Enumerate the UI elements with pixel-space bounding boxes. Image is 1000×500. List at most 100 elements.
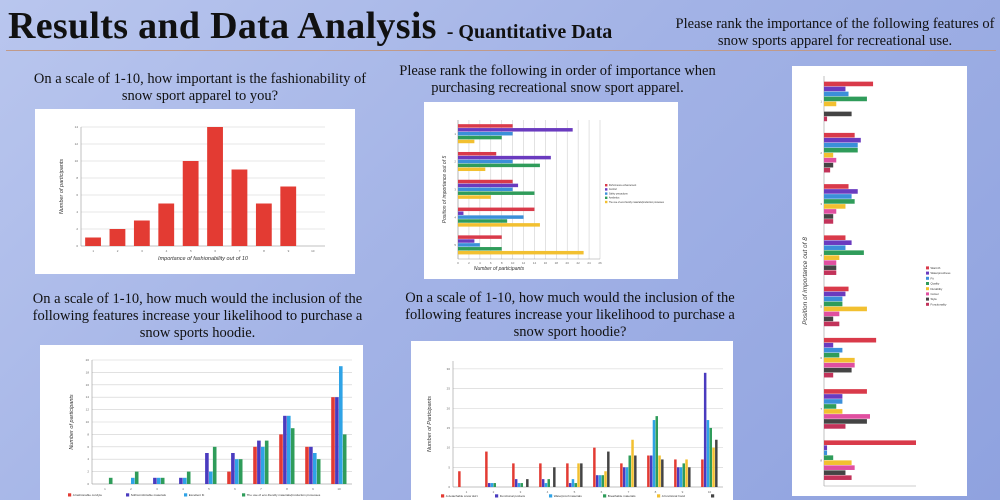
x-tick-label: 3 [520,490,522,494]
bar [824,475,852,480]
page-title: Results and Data Analysis [8,5,437,47]
bar [649,455,653,487]
bar [574,483,577,487]
legend-swatch [126,493,130,497]
x-tick-label: 20 [566,261,570,265]
bar [520,483,523,487]
bar [824,86,846,92]
bar [134,471,139,484]
y-tick-label: 5 [454,243,456,247]
x-tick-label: 10 [337,487,341,491]
y-tick-label: 5 [448,465,450,469]
y-tick-label: 2 [820,151,822,155]
bar [824,194,852,199]
bar [685,459,688,487]
bar [253,446,257,484]
y-tick-label: 14 [86,395,90,399]
title-block: Results and Data Analysis - Quantitative… [8,4,612,48]
bar [458,187,513,192]
bar [305,446,309,484]
y-tick-label: 10 [86,420,90,424]
x-tick-label: 10 [708,490,712,494]
x-tick-label: 4 [182,487,184,491]
bar [458,215,524,219]
legend-label: Comfort [609,188,617,191]
y-tick-label: 8 [87,432,89,436]
bar [279,434,283,484]
bar [335,397,339,484]
x-axis-label: Number of participants [474,266,525,272]
legend-swatch [926,292,929,296]
chart-purchase-ranking: 0 2 4 6 8 10 12 14 16 18 20 22 24 26 1 2 3 4 5 Number of pa… [424,102,678,279]
bar [108,477,113,484]
bar [631,439,634,487]
bar [280,186,297,246]
bar [824,209,837,214]
x-tick-label: 1 [466,490,468,494]
x-tick-label: 22 [576,261,580,265]
y-tick-label: 0 [448,485,450,489]
bar [160,477,165,484]
bar [133,220,150,246]
legend-label: Fit [931,276,934,280]
bar [655,416,658,487]
legend-label: Warmth [931,266,941,270]
legend-swatch [926,282,929,285]
bar [824,445,828,450]
y-tick-label: 3 [454,188,456,192]
legend-label: A detachable snow skirt [446,494,478,498]
x-tick-label: 7 [260,487,262,491]
y-tick-label: 6 [820,356,822,360]
bar [824,352,840,358]
legend-label: A fashionable curvlyle [73,493,103,497]
x-tick-label: 9 [312,487,314,491]
bar [674,459,677,487]
y-axis-label: Position of importance out of 5 [442,156,448,224]
bar [309,446,313,484]
bar [824,137,861,143]
bar [458,235,502,239]
bar [682,463,685,487]
x-tick-label: 1 [104,487,106,491]
bar [577,463,580,487]
bar [824,301,843,307]
bar [544,483,548,487]
legend-swatch [495,494,499,498]
bar [231,453,235,484]
x-tick-label: 10 [311,249,315,253]
x-tick-label: 7 [239,249,241,253]
x-tick-label: 18 [555,261,559,265]
bar [458,250,584,255]
bar [131,477,135,484]
bar [331,397,335,484]
bar [658,455,661,487]
bar [824,96,867,102]
y-tick-label: 1 [454,132,456,136]
bar [824,389,867,394]
legend-swatch [603,494,607,498]
bar [547,479,550,487]
chart-hoodie-features-1: 0 2 4 6 8 10 12 14 16 18 20 1 2 3 4 5 6 7 8 9 10 Number of pa… [40,345,363,500]
x-tick-label: 2 [493,490,495,494]
y-tick-label: 7 [820,407,822,411]
bar [316,459,321,484]
bar [607,451,610,487]
bar [824,116,828,122]
bar [182,161,199,246]
y-tick-label: 16 [86,383,90,387]
y-tick-label: 4 [820,253,822,257]
bar [824,404,837,409]
bar [458,131,513,136]
bar [183,477,187,484]
bar [647,455,650,487]
legend-label: Breathable materials [608,494,636,498]
legend-swatch [549,494,553,498]
x-tick-label: 10 [511,261,515,265]
bar [458,163,540,168]
y-axis-label: Position of importance out of 8 [802,237,809,325]
bar [824,367,852,373]
legend-swatch [605,200,608,204]
bar [824,399,843,404]
bar [824,157,837,163]
